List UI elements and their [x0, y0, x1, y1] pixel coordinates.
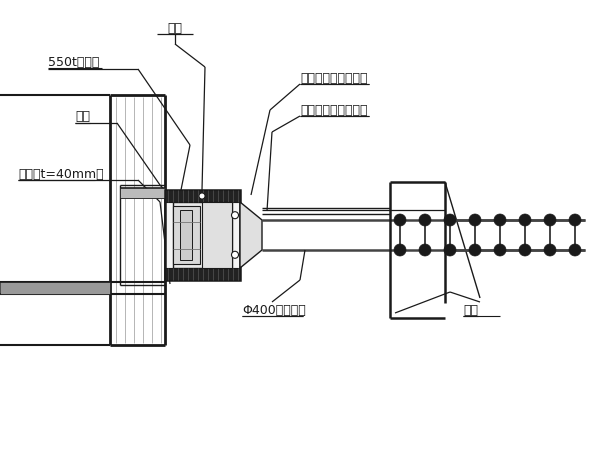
Circle shape: [494, 214, 506, 226]
Bar: [120, 188, 165, 198]
Circle shape: [469, 214, 481, 226]
Circle shape: [419, 244, 431, 256]
Circle shape: [444, 214, 456, 226]
Circle shape: [444, 244, 456, 256]
Circle shape: [544, 214, 556, 226]
Circle shape: [544, 244, 556, 256]
Circle shape: [199, 193, 205, 199]
Text: 牛腿: 牛腿: [463, 303, 478, 316]
Circle shape: [519, 214, 531, 226]
Text: 搁脚: 搁脚: [167, 22, 182, 35]
Circle shape: [469, 244, 481, 256]
Circle shape: [494, 244, 506, 256]
Bar: [173, 202, 232, 268]
Polygon shape: [240, 202, 262, 268]
Text: 钢板（t=40mm）: 钢板（t=40mm）: [18, 167, 104, 180]
Circle shape: [519, 244, 531, 256]
Circle shape: [394, 244, 406, 256]
Bar: [165, 190, 240, 202]
Text: Φ400无缝钢管: Φ400无缝钢管: [242, 303, 306, 316]
Circle shape: [569, 214, 581, 226]
Circle shape: [394, 214, 406, 226]
Circle shape: [232, 212, 239, 219]
Circle shape: [569, 244, 581, 256]
Circle shape: [419, 214, 431, 226]
Bar: [202, 202, 232, 268]
Bar: [165, 190, 240, 280]
Circle shape: [232, 251, 239, 258]
Text: 斜拉索施工用变径头: 斜拉索施工用变径头: [300, 72, 367, 85]
Text: 斜拉索施工用开合板: 斜拉索施工用开合板: [300, 104, 367, 117]
Bar: [181, 210, 192, 260]
Text: 550t千斤顶: 550t千斤顶: [48, 55, 100, 68]
Bar: [173, 206, 200, 264]
Bar: [0, 282, 110, 294]
Text: 垫板: 垫板: [75, 111, 90, 123]
Bar: [165, 268, 240, 280]
